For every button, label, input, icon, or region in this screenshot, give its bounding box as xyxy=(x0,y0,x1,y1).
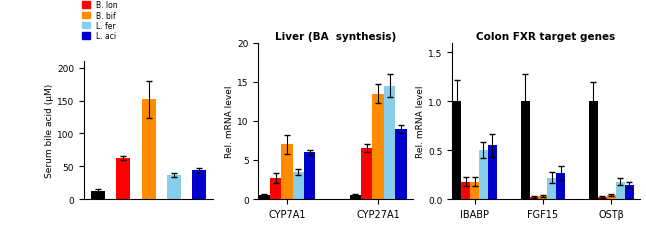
Bar xyxy=(589,102,598,199)
Legend: HFD, B. lon, B. bif, L. fer, L. aci: HFD, B. lon, B. bif, L. fer, L. aci xyxy=(81,0,118,42)
Bar xyxy=(141,100,156,199)
Bar xyxy=(538,196,547,199)
Bar xyxy=(547,178,556,199)
Title: Colon FXR target genes: Colon FXR target genes xyxy=(476,31,616,41)
Bar xyxy=(281,145,293,199)
Bar xyxy=(452,102,461,199)
Bar xyxy=(349,195,361,199)
Bar xyxy=(361,149,372,199)
Bar xyxy=(530,197,538,199)
Bar xyxy=(304,153,315,199)
Y-axis label: Rel. mRNA level: Rel. mRNA level xyxy=(225,85,234,158)
Bar xyxy=(384,86,395,199)
Bar xyxy=(258,195,270,199)
Bar xyxy=(91,191,105,199)
Bar xyxy=(167,176,181,199)
Bar xyxy=(598,197,607,199)
Bar xyxy=(395,129,406,199)
Bar xyxy=(607,195,616,199)
Title: Liver (BA  synthesis): Liver (BA synthesis) xyxy=(275,31,397,41)
Bar xyxy=(461,182,470,199)
Bar xyxy=(270,178,281,199)
Y-axis label: Rel. mRNA level: Rel. mRNA level xyxy=(416,85,425,158)
Bar xyxy=(293,172,304,199)
Bar xyxy=(616,182,625,199)
Bar xyxy=(625,185,634,199)
Bar xyxy=(556,173,565,199)
Bar xyxy=(116,159,130,199)
Y-axis label: Serum bile acid (μM): Serum bile acid (μM) xyxy=(45,84,54,177)
Bar xyxy=(470,182,479,199)
Bar xyxy=(488,146,497,199)
Bar xyxy=(193,170,206,199)
Bar xyxy=(372,94,384,199)
Bar xyxy=(521,102,530,199)
Bar xyxy=(479,151,488,199)
